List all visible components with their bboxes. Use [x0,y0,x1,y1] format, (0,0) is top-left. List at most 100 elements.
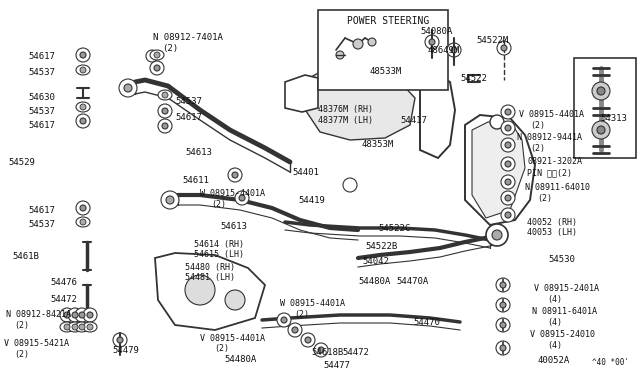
Text: N 08911-6401A: N 08911-6401A [532,307,597,316]
Text: N 08912-9441A: N 08912-9441A [517,133,582,142]
Circle shape [429,39,435,45]
Text: (4): (4) [547,318,562,327]
Text: 54401: 54401 [292,168,319,177]
Ellipse shape [60,322,74,332]
Text: (2): (2) [162,44,178,53]
Circle shape [505,142,511,148]
Circle shape [239,195,245,201]
Circle shape [496,341,510,355]
Ellipse shape [76,217,90,227]
Text: 54470A: 54470A [396,277,428,286]
Circle shape [87,312,93,318]
Circle shape [119,79,137,97]
Circle shape [501,138,515,152]
Circle shape [150,61,164,75]
Text: 54630: 54630 [28,93,55,102]
Circle shape [505,109,511,115]
Circle shape [505,212,511,218]
Circle shape [225,290,245,310]
Text: 54613: 54613 [220,222,247,231]
Circle shape [72,312,78,318]
Text: 54042: 54042 [362,257,389,266]
Text: ^40 *00': ^40 *00' [592,358,629,367]
Circle shape [277,313,291,327]
Text: 54480A: 54480A [224,355,256,364]
Text: 54618B: 54618B [311,348,343,357]
Circle shape [79,312,85,318]
Circle shape [500,302,506,308]
Polygon shape [420,75,455,158]
Circle shape [501,157,515,171]
Circle shape [158,119,172,133]
Text: (2): (2) [14,321,29,330]
Bar [318,10,448,90]
Text: (4): (4) [547,341,562,350]
Circle shape [75,308,89,322]
Circle shape [76,114,90,128]
Text: 54614 (RH): 54614 (RH) [194,240,244,249]
Circle shape [80,219,86,225]
Circle shape [87,324,93,330]
Text: (2): (2) [294,310,309,319]
Text: W 08915-4401A: W 08915-4401A [200,189,265,198]
Circle shape [501,105,515,119]
Circle shape [486,224,508,246]
Circle shape [68,308,82,322]
Circle shape [64,324,70,330]
Circle shape [166,196,174,204]
Circle shape [228,168,242,182]
Text: 54537: 54537 [28,107,55,116]
Circle shape [292,327,298,333]
Circle shape [425,35,439,49]
Text: 54476: 54476 [50,278,77,287]
Circle shape [501,121,515,135]
Polygon shape [465,115,535,225]
Text: 54417: 54417 [400,116,427,125]
Text: (2): (2) [214,344,229,353]
Text: 54615 (LH): 54615 (LH) [194,250,244,259]
Circle shape [80,67,86,73]
Ellipse shape [76,65,90,75]
Circle shape [492,230,502,240]
Circle shape [80,104,86,110]
Circle shape [451,47,457,53]
Circle shape [162,123,168,129]
Text: 48649M: 48649M [428,46,460,55]
Circle shape [83,308,97,322]
Circle shape [592,121,610,139]
Circle shape [500,345,506,351]
Bar [574,58,636,158]
Text: 5461B: 5461B [12,252,39,261]
Circle shape [185,275,215,305]
Circle shape [343,178,357,192]
Text: PIN ビン(2): PIN ビン(2) [527,168,572,177]
Circle shape [597,126,605,134]
Circle shape [505,161,511,167]
Circle shape [501,175,515,189]
Text: 54617: 54617 [28,52,55,61]
Text: 54481 (LH): 54481 (LH) [185,273,235,282]
Circle shape [314,343,328,357]
Text: V 08915-5421A: V 08915-5421A [4,339,69,348]
Polygon shape [472,122,525,218]
Circle shape [162,108,168,114]
Text: 54472: 54472 [342,348,369,357]
Text: 48353M: 48353M [362,140,394,149]
Text: 48376M (RH): 48376M (RH) [318,105,373,114]
Circle shape [72,324,78,330]
Circle shape [281,317,287,323]
Polygon shape [302,68,415,140]
Text: 54480A: 54480A [358,277,390,286]
Text: 54617: 54617 [28,121,55,130]
Circle shape [318,347,324,353]
Text: 54522: 54522 [460,74,487,83]
Text: 40052A: 40052A [538,356,570,365]
Circle shape [146,50,158,62]
Circle shape [497,41,511,55]
Circle shape [232,172,238,178]
Circle shape [76,201,90,215]
Text: V 08915-4401A: V 08915-4401A [200,334,265,343]
Circle shape [597,87,605,95]
Text: 54617: 54617 [175,113,202,122]
Circle shape [496,298,510,312]
